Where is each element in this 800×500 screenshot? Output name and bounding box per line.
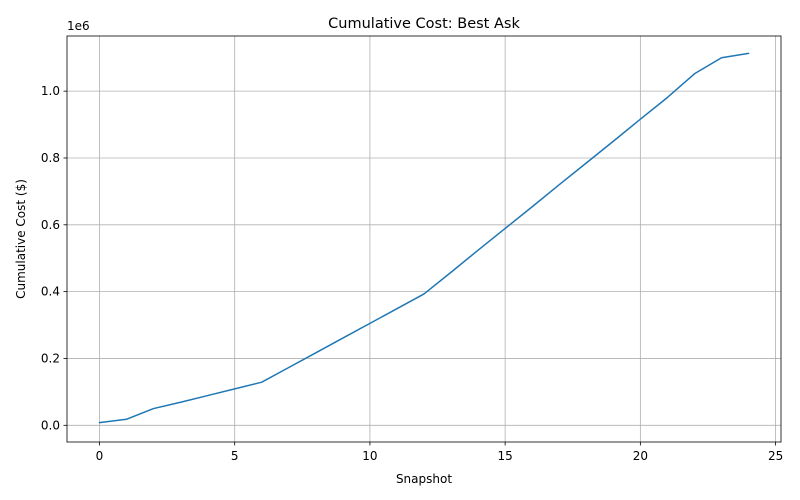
ticks: 0 5 10 15 20 25 0.0 0.2 0.4 0.6 0.8 1.0 [41, 84, 783, 463]
chart-title: Cumulative Cost: Best Ask [328, 16, 520, 32]
y-tick-label: 0.0 [41, 418, 60, 432]
y-tick-label: 0.2 [41, 351, 60, 365]
series-layer [98, 52, 750, 424]
y-tick-label: 0.4 [41, 285, 60, 299]
y-axis-label: Cumulative Cost ($) [14, 179, 28, 299]
axes-frame [66, 35, 782, 443]
y-tick-label: 0.6 [41, 218, 60, 232]
y-tick-label: 1.0 [41, 84, 60, 98]
x-tick-label: 15 [497, 449, 512, 463]
x-tick-label: 5 [231, 449, 239, 463]
y-tick-label: 0.8 [41, 151, 60, 165]
y-axis-offset-label: 1e6 [67, 19, 90, 33]
grid [67, 36, 781, 442]
series-line [98, 52, 750, 424]
x-axis-label: Snapshot [396, 472, 452, 486]
x-tick-label: 0 [96, 449, 104, 463]
x-tick-label: 10 [362, 449, 377, 463]
x-tick-label: 20 [633, 449, 648, 463]
x-tick-label: 25 [768, 449, 783, 463]
